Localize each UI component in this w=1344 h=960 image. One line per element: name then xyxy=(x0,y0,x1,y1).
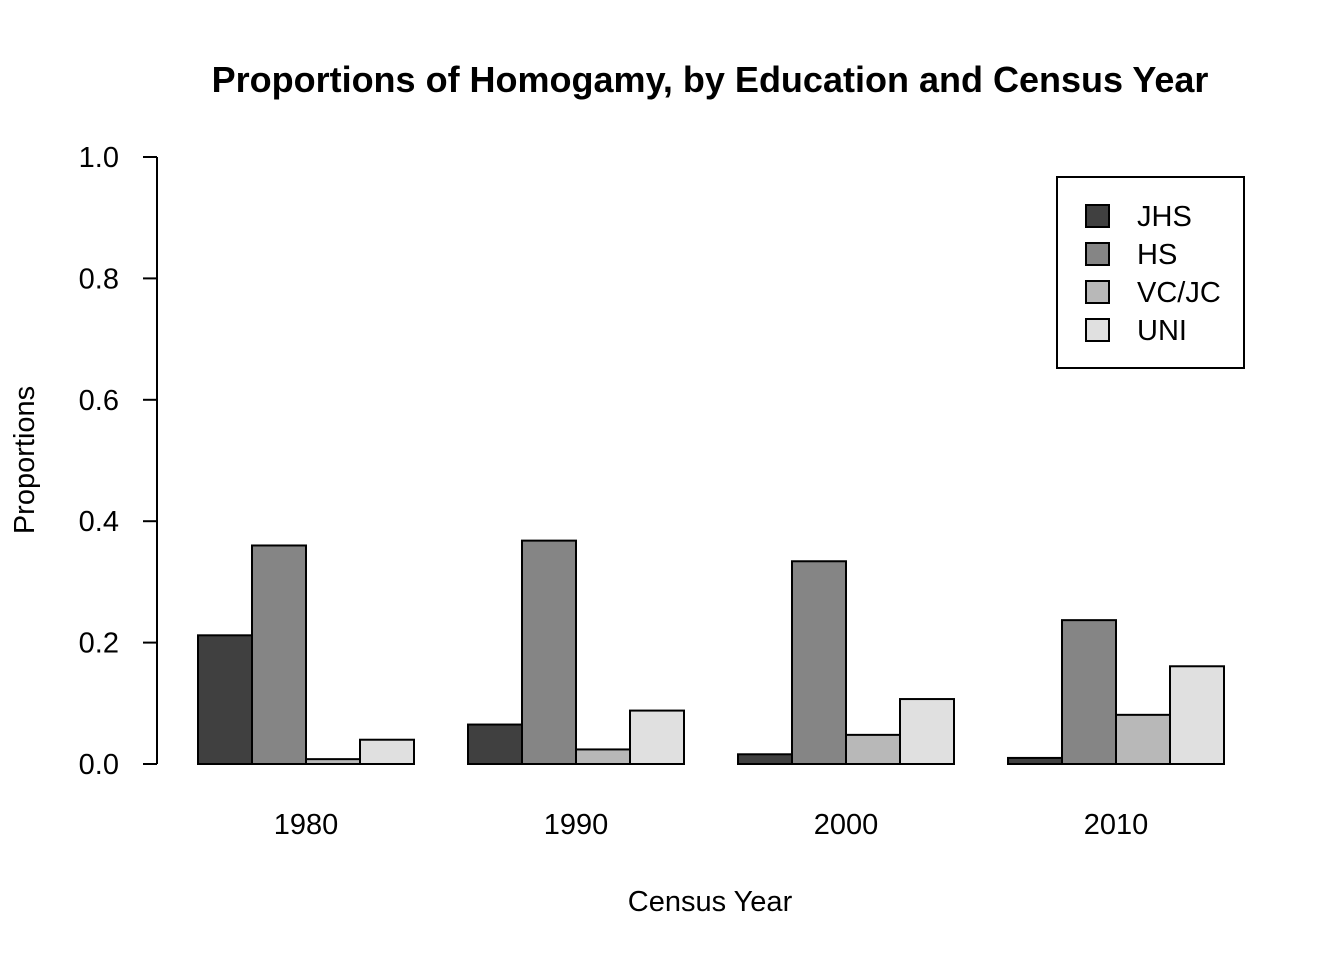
bar-vc-jc-2000 xyxy=(845,733,901,766)
y-tick-label: 0.4 xyxy=(79,506,119,538)
legend-label: UNI xyxy=(1137,315,1187,347)
bar-hs-2010 xyxy=(1061,619,1117,765)
x-tick-label: 1980 xyxy=(274,809,339,841)
bar-jhs-2000 xyxy=(737,753,793,766)
y-tick-label: 0.2 xyxy=(79,628,119,660)
y-tick-label: 0.0 xyxy=(79,749,119,781)
bar-jhs-1980 xyxy=(197,634,253,765)
bar-vc-jc-1980 xyxy=(305,758,361,765)
legend-swatch xyxy=(1085,318,1110,342)
bar-vc-jc-1990 xyxy=(575,748,631,766)
legend-label: VC/JC xyxy=(1137,277,1221,309)
legend-label: HS xyxy=(1137,239,1177,271)
legend-swatch xyxy=(1085,242,1110,266)
bars xyxy=(197,539,1225,766)
x-axis-label: Census Year xyxy=(628,886,793,918)
bar-uni-1990 xyxy=(629,709,685,765)
bar-uni-2010 xyxy=(1169,665,1225,766)
bar-vc-jc-2010 xyxy=(1115,713,1171,766)
bar-hs-1980 xyxy=(251,544,307,765)
y-tick-label: 1.0 xyxy=(79,142,119,174)
bar-uni-2000 xyxy=(899,698,955,766)
x-tick-label: 1990 xyxy=(544,809,609,841)
bar-hs-2000 xyxy=(791,560,847,766)
x-tick-label: 2010 xyxy=(1084,809,1149,841)
bar-jhs-1990 xyxy=(467,723,523,765)
y-tick-label: 0.8 xyxy=(79,263,119,295)
legend-swatch xyxy=(1085,280,1110,304)
chart-title: Proportions of Homogamy, by Education an… xyxy=(212,59,1209,100)
x-axis-tick-labels: 1980 1990 2000 2010 xyxy=(274,809,1149,841)
bar-uni-1980 xyxy=(359,738,415,765)
legend: JHS HS VC/JC UNI xyxy=(1056,176,1245,369)
legend-swatch xyxy=(1085,204,1110,228)
x-tick-label: 2000 xyxy=(814,809,879,841)
y-axis-ticks: 0.0 0.2 0.4 0.6 0.8 1.0 xyxy=(79,142,157,781)
bar-hs-1990 xyxy=(521,539,577,766)
legend-label: JHS xyxy=(1137,201,1192,233)
y-axis-label: Proportions xyxy=(9,386,41,534)
y-tick-label: 0.6 xyxy=(79,385,119,417)
bar-jhs-2010 xyxy=(1007,756,1063,765)
